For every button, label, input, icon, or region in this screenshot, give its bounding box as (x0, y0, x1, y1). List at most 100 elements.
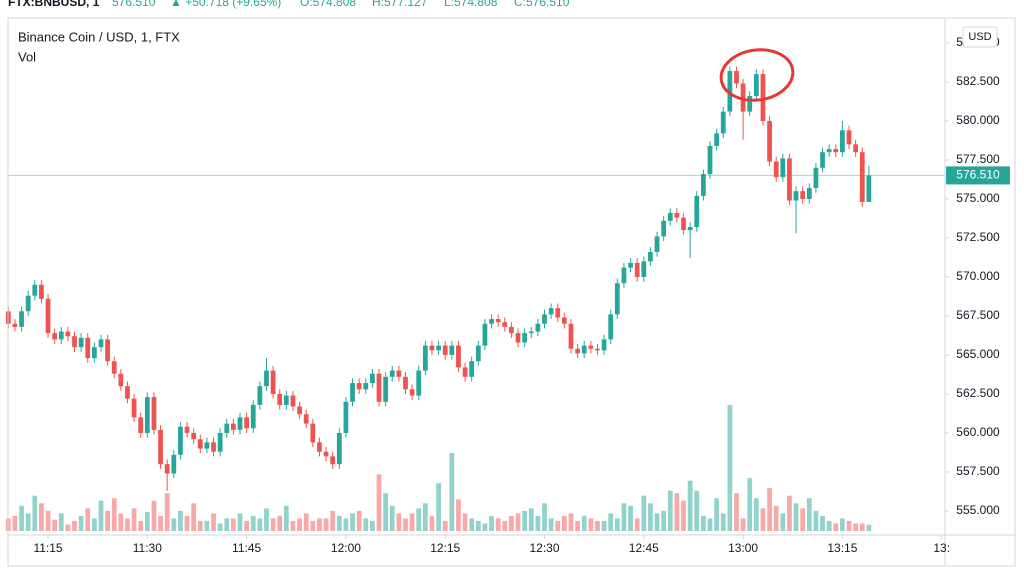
candle-body (793, 191, 799, 201)
candle-body (714, 133, 720, 146)
y-tick-label: 572.500 (956, 230, 1000, 244)
y-tick-label: 557.500 (956, 464, 1000, 478)
candle-body (555, 308, 561, 318)
volume-bar (409, 513, 415, 531)
volume-bar (230, 518, 236, 531)
currency-button[interactable] (962, 26, 998, 48)
currency-label[interactable]: USD (968, 31, 991, 43)
candle-body (760, 74, 766, 121)
x-tick-label: 11:30 (133, 541, 162, 555)
candle-body (780, 158, 786, 178)
candle-body (91, 347, 97, 359)
volume-bar (98, 500, 104, 531)
volume-bar (111, 498, 117, 531)
candle-body (654, 236, 660, 253)
volume-bar (65, 524, 71, 531)
chart-title: Binance Coin / USD, 1, FTX (18, 29, 180, 44)
candle-body (211, 442, 216, 452)
volume-bar (58, 513, 64, 531)
candle-body (250, 404, 256, 429)
volume-bar (297, 518, 302, 531)
candle-body (336, 432, 342, 465)
volume-bar (806, 498, 812, 531)
volume-bar (224, 518, 230, 531)
volume-bar (495, 518, 501, 531)
volume-bar (687, 480, 693, 531)
volume-bar (290, 520, 296, 531)
volume-bar (694, 490, 700, 531)
candle-body (449, 345, 455, 355)
volume-bar (561, 515, 567, 531)
candle-body (614, 283, 620, 315)
volume-bar (714, 498, 720, 531)
candle-body (310, 423, 316, 443)
volume-bar (422, 503, 428, 531)
candle-body (409, 389, 415, 396)
candle-body (535, 323, 541, 332)
volume-bar (475, 520, 481, 531)
volume-bar (131, 508, 137, 531)
header-symbol: FTX:BNBUSD, 1 (8, 0, 100, 9)
candle-body (429, 345, 435, 351)
candle-body (98, 339, 104, 348)
x-tick-label: 13:00 (728, 541, 758, 555)
volume-bar (303, 513, 309, 531)
plot-area (5, 66, 945, 531)
volume-bar (164, 493, 170, 531)
candle-body (575, 348, 580, 354)
volume-bar (866, 524, 872, 531)
candle-body (542, 314, 547, 324)
volume-bar (509, 515, 514, 531)
candle-body (773, 161, 779, 178)
y-tick-label: 555.000 (956, 503, 1000, 517)
candle-body (866, 175, 872, 202)
candle-body (727, 71, 733, 112)
volume-bar (469, 518, 475, 531)
volume-bar (588, 518, 594, 531)
candle-body (787, 158, 792, 201)
candle-body (667, 213, 673, 221)
y-tick-label: 582.500 (956, 74, 1000, 88)
candle-body (350, 383, 355, 402)
volume-bar (211, 513, 216, 531)
candle-body (687, 227, 693, 231)
y-tick-label: 565.000 (956, 347, 1000, 361)
header-close: C:576.510 (514, 0, 570, 9)
y-tick-label: 560.000 (956, 425, 1000, 439)
volume-bar (396, 513, 402, 531)
candle-body (158, 429, 163, 465)
volume-bar (489, 515, 494, 531)
candle-body (621, 267, 627, 284)
volume-bar (674, 493, 680, 531)
candle-body (740, 83, 746, 112)
candle-body (522, 333, 528, 343)
volume-bar (654, 513, 660, 531)
candle-body (224, 423, 230, 433)
volume-bar (85, 508, 91, 531)
volume-bar (197, 520, 203, 531)
volume-bar (204, 520, 210, 531)
volume-bar (39, 503, 44, 531)
candle-body (442, 345, 448, 355)
volume-bar (323, 518, 329, 531)
volume-bar (846, 520, 852, 531)
volume-bar (370, 520, 375, 531)
candle-body (303, 414, 309, 424)
candle-body (244, 417, 250, 429)
volume-bar (720, 513, 726, 531)
volume-bar (621, 503, 627, 531)
volume-bar (45, 510, 51, 531)
volume-bar (780, 513, 786, 531)
candle-body (634, 262, 640, 277)
candle-body (138, 417, 144, 433)
y-tick-label: 577.500 (956, 152, 1000, 166)
candle-body (456, 345, 461, 368)
candle-body (403, 376, 408, 390)
candle-body (39, 284, 44, 299)
candle-body (641, 261, 647, 277)
volume-bar (614, 518, 620, 531)
candle-body (548, 308, 554, 315)
candle-body (767, 120, 772, 162)
volume-bar (283, 505, 289, 531)
candle-body (52, 333, 58, 340)
